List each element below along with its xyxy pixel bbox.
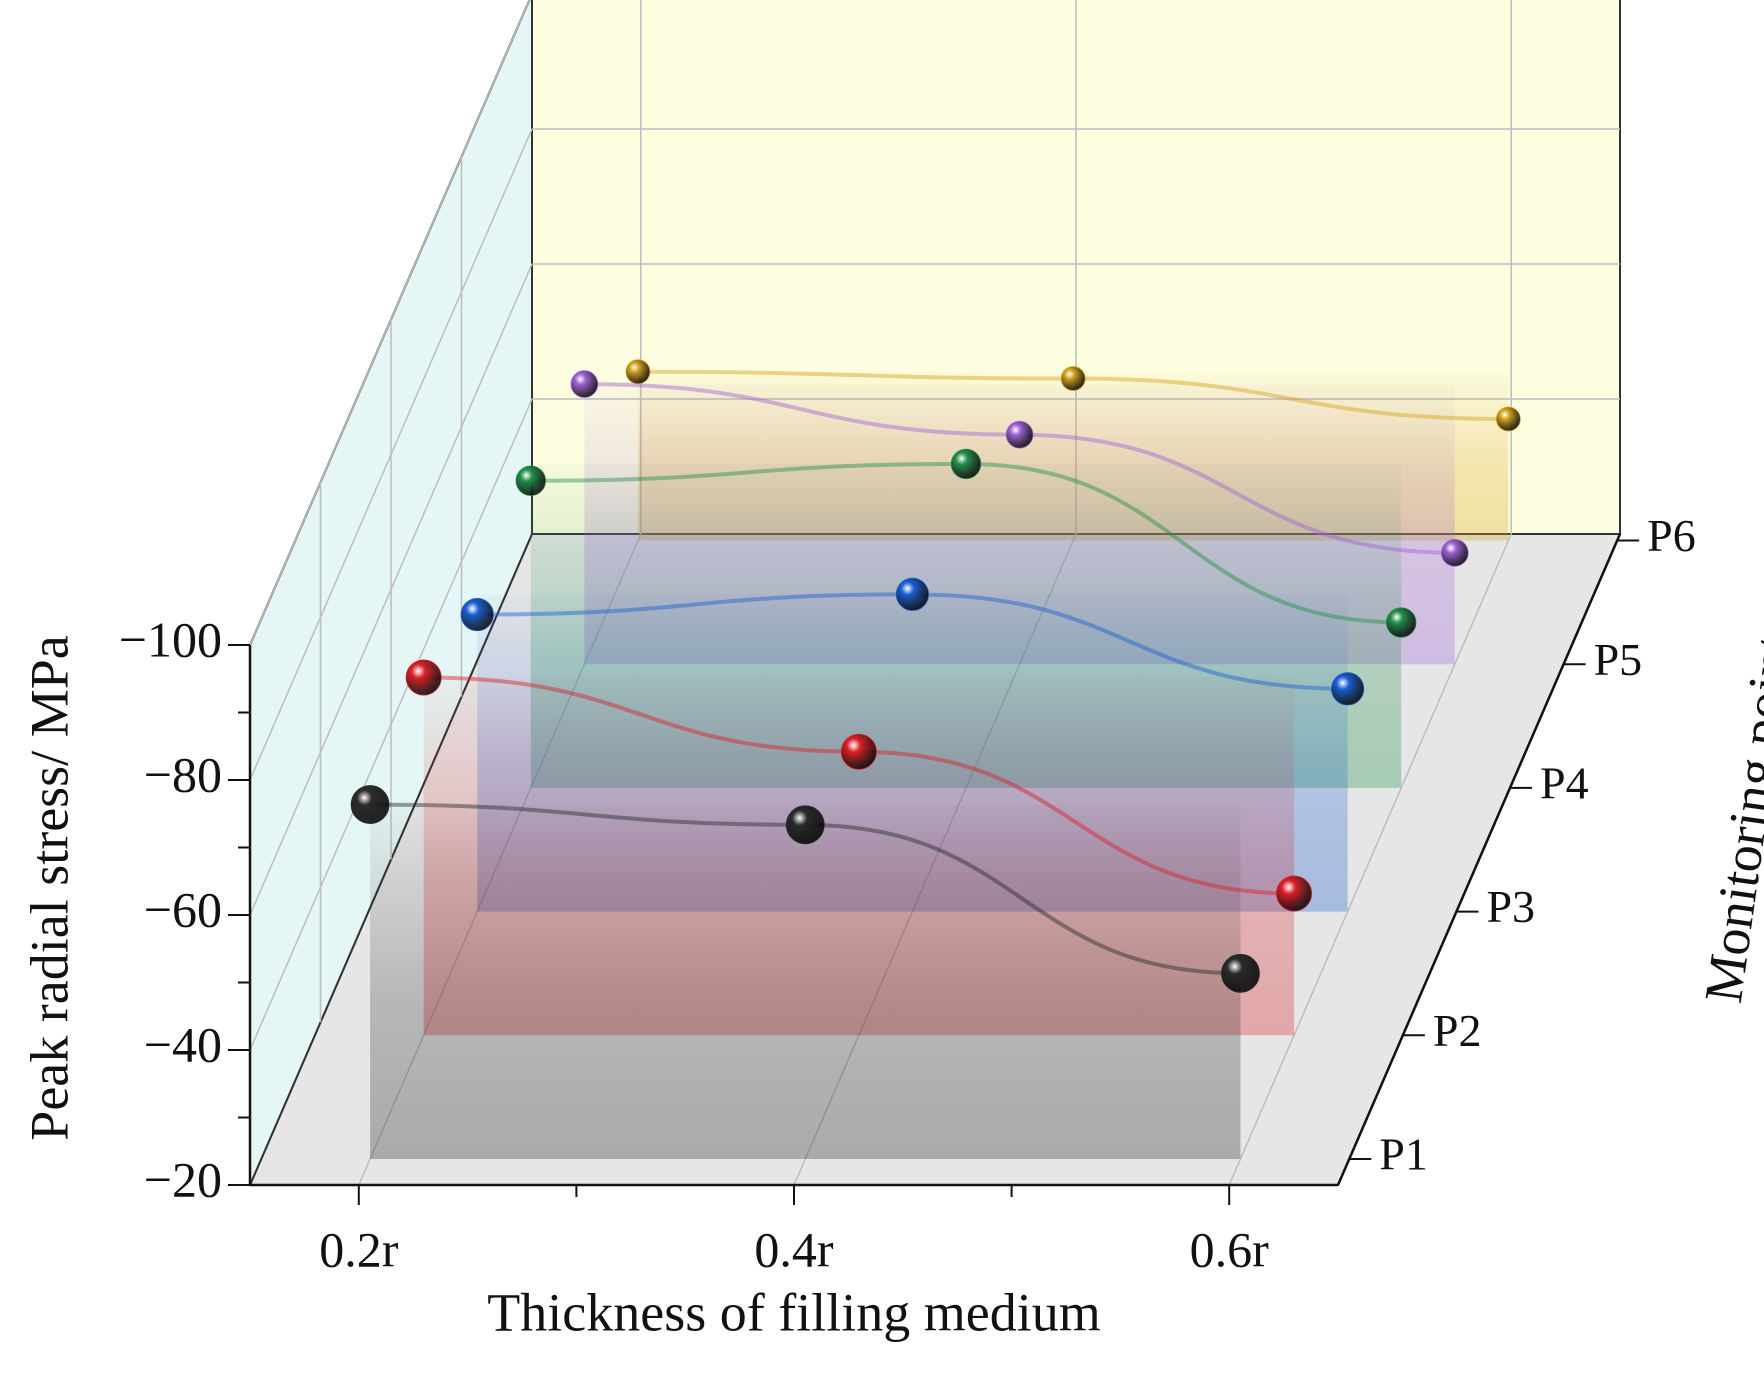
- gridline-floor-x: [1228, 533, 1512, 1186]
- point-P4-0.2r: [515, 465, 547, 496]
- point-P1-0.4r: [785, 805, 825, 845]
- point-P6-0.2r: [625, 359, 651, 385]
- point-P6-0.6r: [1495, 406, 1521, 432]
- x-tick-label: 0.4r: [754, 1221, 834, 1277]
- bars: [370, 371, 1509, 1159]
- z-tick-label: −80: [144, 746, 222, 802]
- z-tick-label: −100: [119, 611, 222, 667]
- z-tick-label: −40: [144, 1016, 222, 1072]
- point-P2-0.4r: [840, 733, 877, 770]
- monitoring-point-label: P6: [1647, 510, 1696, 561]
- point-P1-0.6r: [1221, 953, 1260, 993]
- point-P4-0.4r: [950, 448, 982, 480]
- axes: [228, 533, 1640, 1205]
- point-P4-0.6r: [1386, 607, 1417, 638]
- point-P5-0.4r: [1005, 420, 1034, 449]
- point-P3-0.6r: [1331, 672, 1365, 706]
- labels: −20 −40 −60 −80 −100 0.2r 0.4r 0.6r P1 P2 P3 P4 P5 P6…: [19, 510, 1764, 1342]
- point-P1-0.2r: [350, 785, 390, 824]
- bar-P1: [370, 804, 1241, 1159]
- data-points: [350, 359, 1521, 993]
- monitoring-point-label: P1: [1379, 1129, 1428, 1180]
- z-axis-title: Peak radial stress/ MPa: [19, 635, 79, 1140]
- point-P3-0.2r: [460, 597, 494, 632]
- point-P6-0.4r: [1060, 366, 1086, 391]
- point-P2-0.2r: [405, 659, 442, 696]
- depth-axis-line: [1336, 533, 1622, 1186]
- z-tick-label: −20: [144, 1151, 222, 1207]
- x-axis-title: Thickness of filling medium: [487, 1282, 1100, 1342]
- monitoring-point-label: P2: [1433, 1005, 1482, 1056]
- point-P2-0.6r: [1276, 875, 1313, 912]
- depth-axis-title: Monitoring point: [1693, 631, 1764, 1006]
- x-tick-label: 0.6r: [1190, 1221, 1270, 1277]
- z-tick-label: −60: [144, 881, 222, 937]
- point-P5-0.2r: [570, 370, 599, 398]
- point-P5-0.6r: [1441, 539, 1469, 567]
- monitoring-point-label: P4: [1540, 757, 1589, 808]
- x-tick-label: 0.2r: [319, 1221, 399, 1277]
- point-P3-0.4r: [895, 577, 930, 611]
- monitoring-point-label: P3: [1486, 881, 1535, 932]
- monitoring-point-label: P5: [1594, 634, 1643, 685]
